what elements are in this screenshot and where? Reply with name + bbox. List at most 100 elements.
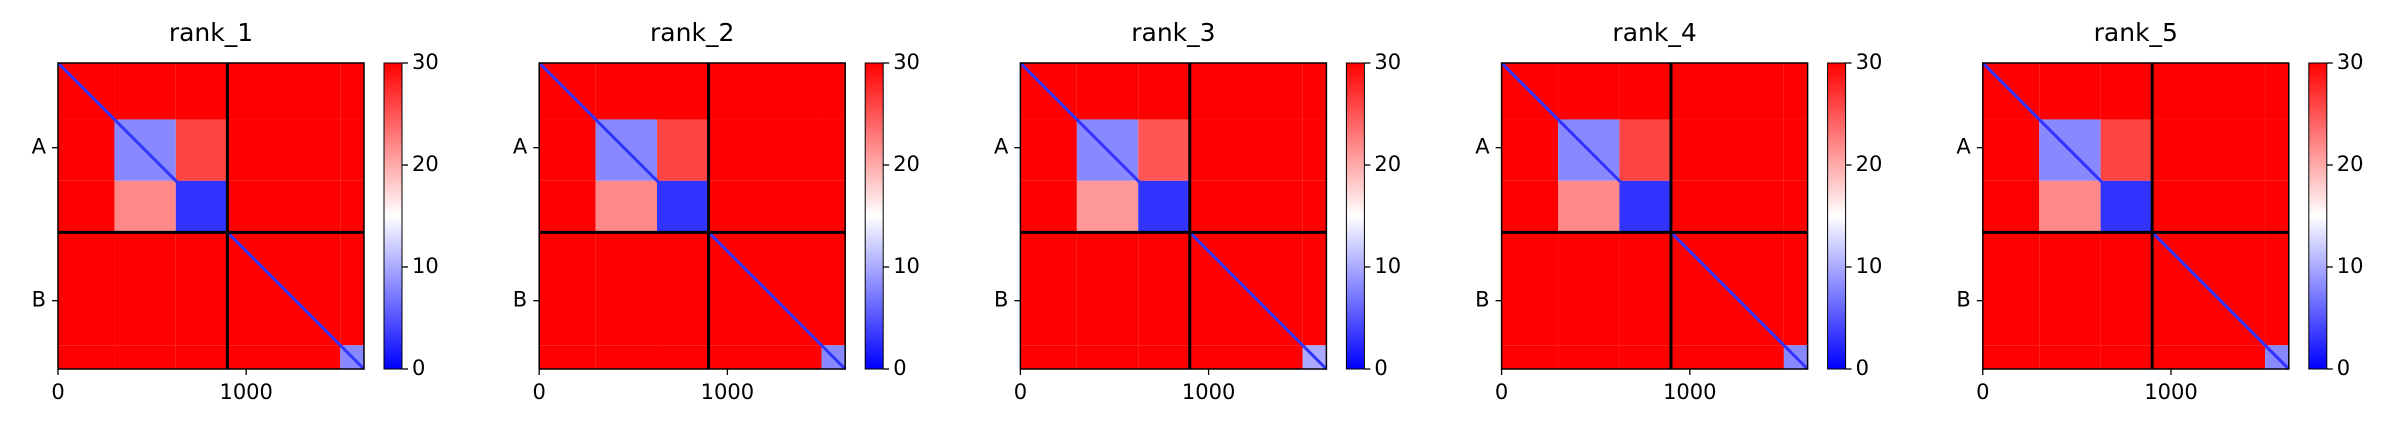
plot-frame (1019, 62, 1328, 370)
heatmap-cell (1020, 232, 1077, 346)
heatmap-cell (657, 63, 709, 120)
heatmap-cell (1189, 180, 1303, 233)
heatmap-cell (2265, 180, 2289, 233)
heatmap-cell (1558, 180, 1620, 233)
colorbar-tick-label: 30 (2337, 50, 2364, 74)
heatmap-cell (1501, 232, 1559, 346)
heatmap-cell (2039, 232, 2101, 346)
heatmap-cell (1783, 180, 1808, 233)
heatmap-cell (114, 63, 176, 120)
heatmap-cell (227, 63, 341, 120)
colorbar-tick-label: 10 (2337, 254, 2364, 278)
x-tick-label: 1000 (1663, 380, 1716, 404)
colorbar-tick-label: 30 (412, 50, 439, 74)
heatmap-cell (1138, 63, 1190, 120)
heatmap-cell (1302, 119, 1327, 181)
heatmap-cell (175, 119, 228, 181)
heatmap-cell (821, 232, 846, 346)
heatmap-cell (1982, 180, 2040, 233)
heatmap-cell (821, 180, 846, 233)
heatmap-cell (1189, 345, 1303, 369)
heatmap-cell (1982, 119, 2040, 181)
heatmap-cell (58, 180, 115, 233)
colorbar-tick-label: 20 (412, 152, 439, 176)
heatmap-cell (2152, 119, 2266, 181)
heatmap-cell (595, 180, 658, 233)
heatmap-cell (708, 119, 822, 181)
heatmap-cell (1619, 345, 1671, 369)
panel-title: rank_4 (1612, 18, 1696, 47)
heatmap-cell (2100, 63, 2153, 120)
colorbar-tick-label: 10 (1374, 254, 1401, 278)
y-tick-label: A (1475, 135, 1490, 159)
heatmap-cell (1558, 345, 1620, 369)
x-tick-label: 0 (1976, 380, 1989, 404)
x-tick-label: 0 (1495, 380, 1508, 404)
heatmap-cell (1982, 345, 2040, 369)
heatmap-cell (175, 63, 228, 120)
colorbar-tick-label: 10 (412, 254, 439, 278)
y-tick-label: A (1956, 135, 1971, 159)
panel-title: rank_5 (2094, 18, 2178, 47)
y-tick-label: A (32, 135, 47, 159)
diagonal (1019, 61, 1328, 371)
heatmap-cell (2265, 63, 2289, 120)
heatmap-cell (175, 345, 228, 369)
y-tick-label: A (994, 135, 1009, 159)
heatmap-cell (657, 119, 709, 181)
x-tick-label: 0 (533, 380, 546, 404)
y-tick-label: B (513, 288, 527, 312)
heatmap-cell (1076, 63, 1139, 120)
heatmap-cell (539, 345, 596, 369)
colorbar-tick-label: 20 (1856, 152, 1883, 176)
x-tick-label: 0 (51, 380, 64, 404)
colorbar (383, 62, 403, 370)
heatmap-cell (340, 119, 364, 181)
heatmap-cell (657, 345, 709, 369)
heatmap-cell (1076, 180, 1139, 233)
colorbar-tick-label: 20 (1374, 152, 1401, 176)
heatmap-cell (1619, 119, 1671, 181)
heatmap-cell (114, 345, 176, 369)
heatmap-cell (1020, 345, 1077, 369)
heatmap-cell (114, 180, 176, 233)
colorbar-tick-label: 20 (893, 152, 920, 176)
plot-frame (1500, 62, 1809, 370)
colorbar-tick-label: 30 (1374, 50, 1401, 74)
heatmap-cell (1670, 180, 1784, 233)
colorbar (864, 62, 884, 370)
colorbar (1827, 62, 1847, 370)
colorbar-tick-label: 0 (1856, 356, 1869, 380)
heatmap-cell (227, 119, 341, 181)
heatmap-cell (340, 180, 364, 233)
heatmap-cell (1501, 345, 1559, 369)
panel-title: rank_3 (1131, 18, 1215, 47)
heatmap-cell (821, 119, 846, 181)
heatmap-cell (2152, 63, 2266, 120)
x-tick-label: 1000 (1182, 380, 1235, 404)
heatmap-cell (175, 232, 228, 346)
colorbar-tick-label: 20 (2337, 152, 2364, 176)
colorbar-tick-label: 30 (1856, 50, 1883, 74)
heatmap-cell (1138, 119, 1190, 181)
diagonal (1500, 61, 1809, 371)
heatmap-cell (2100, 119, 2153, 181)
x-tick-label: 0 (1014, 380, 1027, 404)
plot-frame (1982, 62, 2290, 370)
heatmap-cell (1558, 232, 1620, 346)
colorbar (1345, 62, 1365, 370)
heatmap-cell (340, 232, 364, 346)
heatmap-cell (708, 345, 822, 369)
heatmap-cell (1076, 232, 1139, 346)
heatmap-cell (2039, 63, 2101, 120)
heatmap-cell (2039, 345, 2101, 369)
heatmap-cell (1501, 180, 1559, 233)
colorbar (2308, 62, 2328, 370)
panel-title: rank_2 (650, 18, 734, 47)
heatmap-cell (2265, 232, 2289, 346)
heatmap-cell (1670, 63, 1784, 120)
colorbar-tick-label: 10 (1856, 254, 1883, 278)
colorbar-tick-label: 30 (893, 50, 920, 74)
heatmap-cell (1138, 345, 1190, 369)
